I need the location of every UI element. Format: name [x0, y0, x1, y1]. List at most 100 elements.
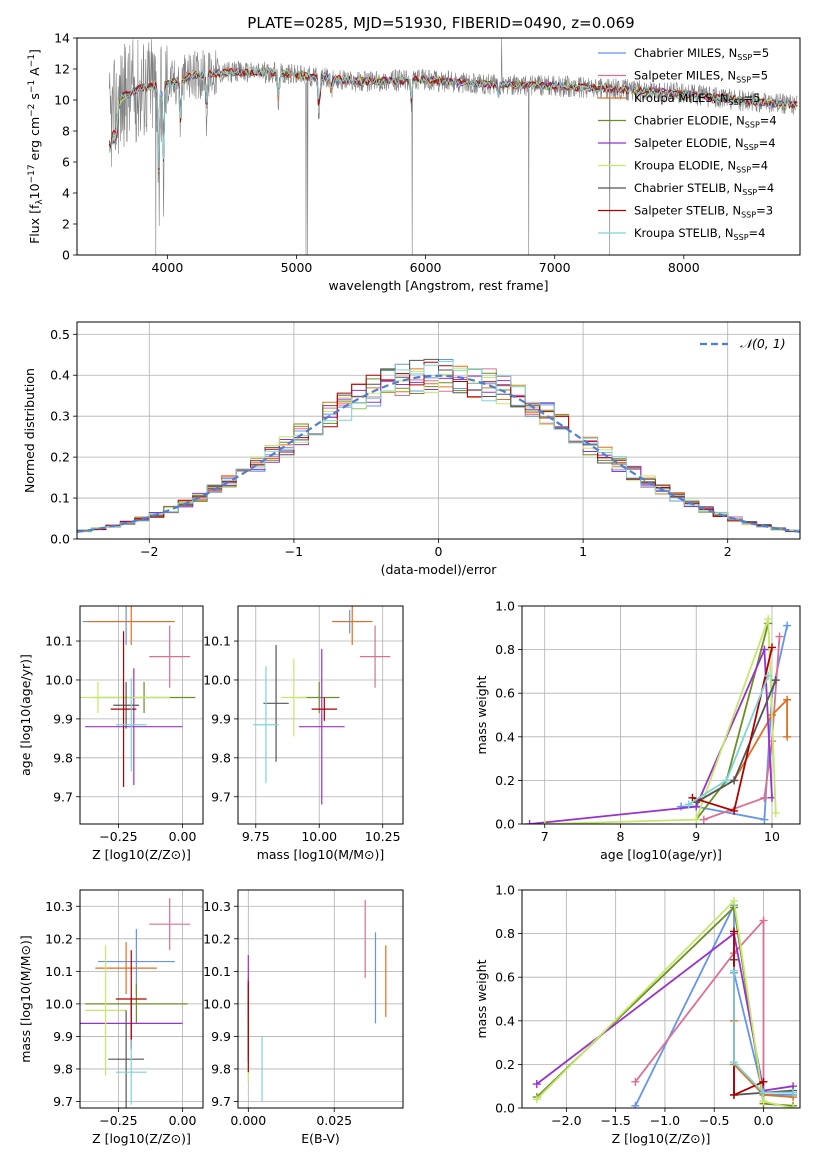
mass-age-plot-area: [238, 606, 403, 824]
weight-marker: [783, 695, 792, 704]
legend-entry-sub: SSP: [741, 211, 756, 220]
legend-entry-value: =3: [756, 204, 773, 218]
legend-entry: Chabrier ELODIE, NSSP=4: [634, 114, 777, 130]
x-tick-label: 0.000: [230, 1113, 266, 1128]
error-bar-point: [115, 950, 147, 1048]
x-tick-label: 4000: [151, 260, 183, 275]
y-tick-label: 6: [62, 155, 70, 170]
x-tick-label: 10.00: [301, 829, 337, 844]
residuals-plot-area: [77, 322, 800, 539]
z-age-plot-area: [80, 606, 203, 824]
x-axis-label: age [log10(age/yr)]: [600, 847, 722, 862]
legend-entry-value: =4: [760, 114, 777, 128]
x-tick-label: 8: [616, 829, 624, 844]
error-bar-point: [253, 666, 279, 784]
y-axis-label-part: λ: [35, 199, 45, 205]
legend-entry-sub: SSP: [729, 98, 744, 107]
weight-marker: [759, 1097, 768, 1106]
weight-marker: [729, 966, 738, 975]
spectrum-panel: 4000 5000 6000 7000 8000 0 2 4 6 8 10 12 14 wavelengt…: [27, 31, 801, 293]
normal-curve: [77, 374, 800, 533]
weight-marker: [729, 1090, 738, 1099]
y-tick-label: 9.7: [211, 789, 231, 804]
weight-marker: [631, 1101, 640, 1108]
y-axis-label-part: −17: [27, 164, 37, 183]
ebv-plot-area: [238, 890, 403, 1108]
legend-entry-sub: SSP: [734, 233, 749, 242]
axes-frame: [79, 889, 204, 1109]
x-tick-label: 9.75: [242, 829, 270, 844]
y-tick-label: 9.8: [53, 1061, 73, 1076]
x-tick-label: 7000: [539, 260, 571, 275]
figure-title: PLATE=0285, MJD=51930, FIBERID=0490, z=0…: [247, 14, 634, 32]
weight-line: [529, 649, 773, 824]
y-axis-label: mass weight: [474, 675, 489, 754]
legend-entry-name: Chabrier ELODIE, N: [634, 114, 745, 128]
y-tick-label: 0.4: [495, 729, 515, 744]
z-age-panel: −0.25 0.00 9.7 9.8 9.9 10.0 10.1 Z [log10(Z/Z⊙)…: [18, 605, 204, 862]
weight-marker: [764, 615, 773, 624]
y-tick-label: 0.4: [495, 1013, 515, 1028]
y-tick-label: 0.0: [50, 532, 70, 547]
y-tick-label: 1.0: [495, 883, 515, 898]
y-tick-label: 0.8: [495, 642, 515, 657]
x-axis-label: Z [log10(Z/Z⊙)]: [92, 1131, 191, 1146]
spectrum-plot-area: [108, 38, 798, 255]
error-bar-point: [149, 625, 191, 688]
y-tick-label: 4: [62, 186, 70, 201]
y-tick-label: 10.2: [45, 931, 73, 946]
y-tick-label: 0: [62, 248, 70, 263]
y-tick-label: 10.3: [45, 899, 73, 914]
weight-marker: [730, 776, 739, 785]
y-tick-label: 9.9: [211, 711, 231, 726]
y-axis-label-part: 10: [27, 183, 42, 199]
y-tick-label: 0.4: [50, 368, 70, 383]
legend-entry-name: Chabrier STELIB, N: [634, 181, 742, 195]
y-tick-label: 0.5: [50, 327, 70, 342]
weight-line: [688, 675, 770, 806]
weight-line: [544, 618, 777, 824]
y-tick-label: 0.0: [495, 817, 515, 832]
weight-marker: [789, 1104, 798, 1108]
error-bar-point: [110, 631, 137, 788]
y-tick-label: 10.1: [203, 964, 231, 979]
legend-entry: Kroupa MILES, NSSP=5: [634, 91, 760, 107]
legend-entry-sub: SSP: [737, 53, 752, 62]
x-tick-label: −0.25: [99, 829, 137, 844]
weight-marker: [688, 793, 697, 802]
axes-frame: [521, 605, 801, 825]
legend-entry-name: Kroupa ELODIE, N: [634, 159, 736, 173]
x-tick-label: 10.25: [365, 829, 401, 844]
y-axis-label-part: erg cm: [27, 117, 42, 165]
y-axis-label-part: −1: [27, 54, 37, 67]
model-line-kroupa-stelib: [108, 66, 798, 169]
error-bar-point: [85, 668, 183, 786]
z-weight-plot-area: [522, 890, 800, 1108]
legend-entry-sub: SSP: [745, 121, 760, 130]
error-bar-point: [311, 697, 337, 721]
y-tick-label: 10.0: [203, 996, 231, 1011]
weight-marker: [729, 896, 738, 905]
legend-entry-name: Kroupa STELIB, N: [634, 226, 734, 240]
y-tick-label: 14: [54, 31, 70, 46]
y-tick-label: 9.9: [53, 1029, 73, 1044]
weight-marker: [775, 632, 784, 641]
y-tick-label: 0.6: [495, 970, 515, 985]
error-bar-point: [359, 625, 391, 688]
residual-histogram: [77, 361, 800, 539]
y-tick-label: 10.0: [45, 672, 73, 687]
ebv-panel: 0.000 0.025 9.7 9.8 9.9 10.0 10.1 10.2 10.3 E(B-V…: [203, 889, 404, 1146]
y-tick-label: 9.8: [211, 750, 231, 765]
legend-entry-value: =5: [744, 91, 761, 105]
error-bar-point: [281, 658, 307, 737]
weight-marker: [759, 1077, 768, 1086]
y-tick-label: 2: [62, 217, 70, 232]
y-tick-label: 9.8: [53, 750, 73, 765]
weight-marker: [730, 806, 739, 815]
legend-entry-value: =5: [751, 69, 768, 83]
error-bar-point: [263, 644, 289, 762]
error-bar-point: [298, 648, 345, 805]
weight-marker: [692, 815, 701, 824]
y-axis-label: age [log10(age/yr)]: [18, 654, 33, 776]
weight-marker: [722, 776, 731, 785]
